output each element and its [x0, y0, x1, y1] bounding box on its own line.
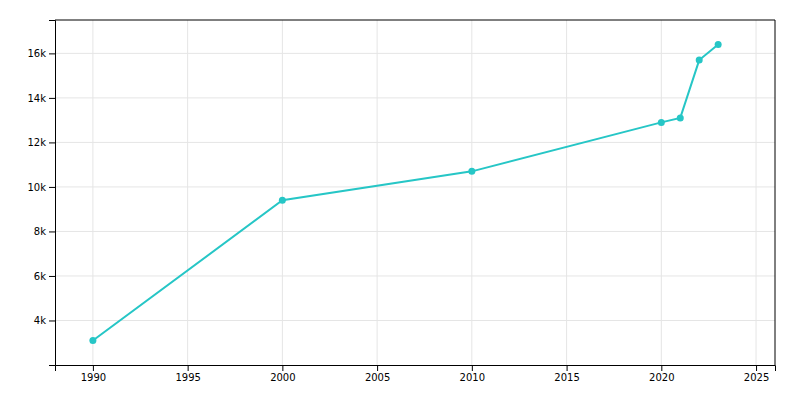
marker — [696, 57, 703, 64]
y-tick-label: 10k — [27, 182, 46, 193]
x-tick-mark — [472, 365, 473, 371]
x-axis: 1990 1995 2000 2005 2010 2015 2020 2025 — [56, 365, 776, 383]
x-tick: 2000 — [270, 365, 295, 383]
frame-top — [55, 20, 775, 21]
y-tick: 10k — [27, 182, 55, 193]
grid-line-x — [92, 20, 93, 365]
marker — [279, 197, 286, 204]
x-tick-label: 2000 — [270, 372, 295, 383]
x-tick: 2025 — [744, 365, 769, 383]
y-tick: 4k — [34, 315, 55, 326]
y-tick: 14k — [27, 93, 55, 104]
y-tick-mark — [49, 53, 55, 54]
y-tick-mark — [49, 231, 55, 232]
x-tick-mark — [567, 365, 568, 371]
x-tick: 2015 — [554, 365, 579, 383]
y-tick: 8k — [34, 226, 55, 237]
grid-line-x — [661, 20, 662, 365]
x-tick-label: 2025 — [744, 372, 769, 383]
marker — [658, 119, 665, 126]
grid-line-x — [377, 20, 378, 365]
y-tick-label: 14k — [27, 93, 46, 104]
chart: 1990 1995 2000 2005 2010 2015 2020 2025 4k 6k 8k 10… — [0, 0, 800, 400]
x-axis-line — [56, 366, 776, 372]
y-tick-mark — [49, 98, 55, 99]
y-tick-mark — [49, 276, 55, 277]
x-tick-label: 1995 — [175, 372, 200, 383]
marker — [677, 114, 684, 121]
x-tick: 1990 — [81, 365, 106, 383]
y-tick: 16k — [27, 48, 55, 59]
grid-line-y — [55, 275, 775, 276]
y-tick-label: 12k — [27, 137, 46, 148]
line — [93, 44, 718, 340]
grid-line-x — [566, 20, 567, 365]
x-tick: 2005 — [365, 365, 390, 383]
grid-line-y — [55, 231, 775, 232]
y-tick-label: 16k — [27, 48, 46, 59]
marker — [468, 168, 475, 175]
marker — [715, 41, 722, 48]
x-tick-label: 2020 — [649, 372, 674, 383]
y-tick: 12k — [27, 137, 55, 148]
y-tick-mark — [49, 142, 55, 143]
plot-area — [89, 41, 721, 344]
y-axis: 4k 6k 8k 10k 12k 14k 16k — [27, 21, 55, 366]
y-tick: 6k — [34, 271, 55, 282]
frame-right — [775, 20, 776, 365]
x-tick-label: 2015 — [554, 372, 579, 383]
x-tick-mark — [756, 365, 757, 371]
y-tick-mark — [49, 320, 55, 321]
x-tick-label: 1990 — [81, 372, 106, 383]
x-tick-mark — [282, 365, 283, 371]
x-tick-mark — [93, 365, 94, 371]
x-tick: 2020 — [649, 365, 674, 383]
x-tick-mark — [661, 365, 662, 371]
grid-line-x — [471, 20, 472, 365]
grid-line-y — [55, 97, 775, 98]
x-tick-label: 2010 — [460, 372, 485, 383]
grid-line-x — [282, 20, 283, 365]
x-tick-mark — [188, 365, 189, 371]
y-tick-mark — [49, 187, 55, 188]
grid-line-y — [55, 142, 775, 143]
y-tick-label: 6k — [34, 271, 46, 282]
grid-line-x — [756, 20, 757, 365]
x-tick-mark — [377, 365, 378, 371]
grid-line-y — [55, 53, 775, 54]
grid-line-x — [187, 20, 188, 365]
marker — [89, 337, 96, 344]
y-tick-label: 4k — [34, 315, 46, 326]
y-axis-line — [49, 21, 56, 366]
x-tick: 2010 — [460, 365, 485, 383]
grid-line-y — [55, 320, 775, 321]
y-tick-label: 8k — [34, 226, 46, 237]
grid — [55, 20, 775, 365]
x-tick: 1995 — [175, 365, 200, 383]
x-tick-label: 2005 — [365, 372, 390, 383]
grid-line-y — [55, 186, 775, 187]
